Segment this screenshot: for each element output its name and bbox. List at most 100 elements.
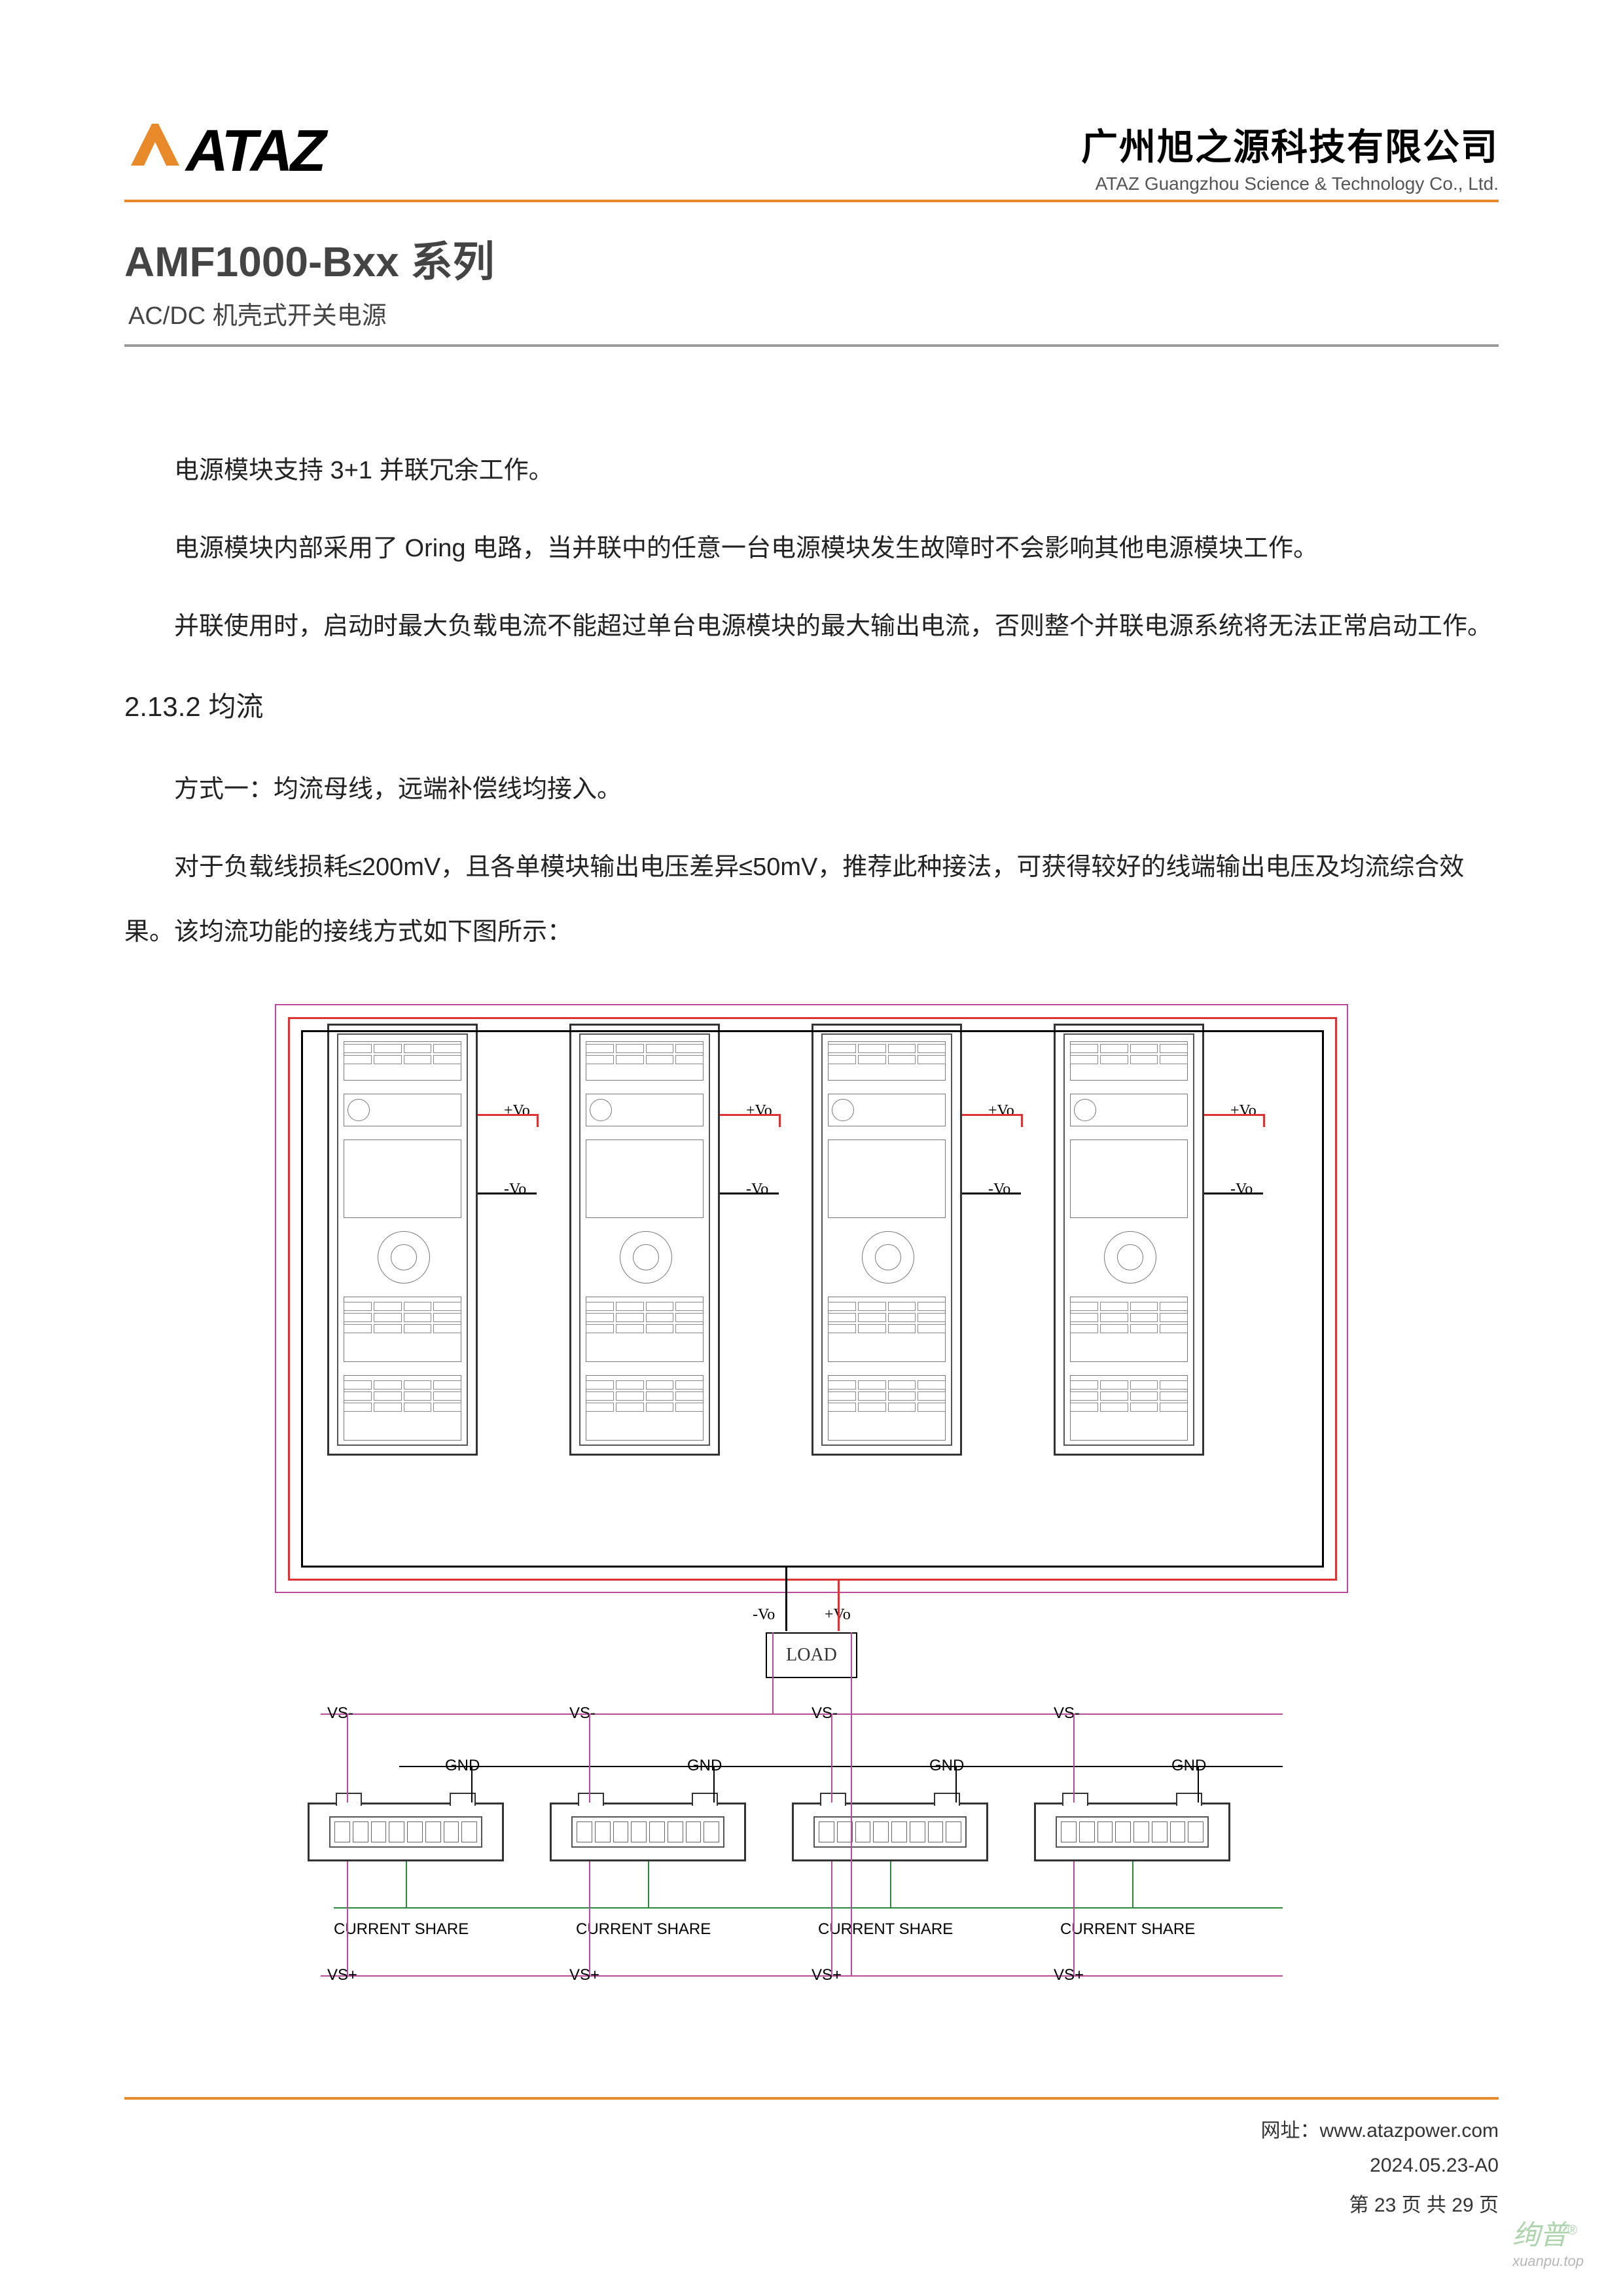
vo-minus-label: -Vo: [988, 1181, 1010, 1198]
connector-pins: [1056, 1816, 1209, 1848]
module-inner: [1063, 1033, 1194, 1446]
connector: [1034, 1803, 1230, 1861]
connector-pins: [571, 1816, 724, 1848]
current-share-label: CURRENT SHARE: [576, 1920, 711, 1939]
vs-minus-label: VS-: [327, 1704, 353, 1723]
vs-plus-label: VS+: [569, 1966, 599, 1984]
vo-plus-label: +Vo: [1230, 1102, 1257, 1120]
vs-minus-drop: [347, 1713, 348, 1803]
logo-icon: [124, 118, 183, 174]
vs-minus-bus: [321, 1713, 1283, 1715]
wire-pos-drop: [537, 1114, 539, 1127]
vs-plus-label: VS+: [327, 1966, 357, 1984]
connector: [550, 1803, 746, 1861]
vs-plus-drop: [589, 1861, 590, 1975]
bus-neg-top: [301, 1030, 1322, 1032]
cs-drop: [890, 1861, 891, 1907]
sense-neg-riser: [772, 1632, 774, 1713]
paragraph-1: 电源模块支持 3+1 并联冗余工作。: [124, 439, 1499, 503]
cs-drop: [1132, 1861, 1133, 1907]
gnd-drop: [471, 1766, 473, 1803]
paragraph-3: 并联使用时，启动时最大负载电流不能超过单台电源模块的最大输出电流，否则整个并联电…: [124, 594, 1499, 659]
logo-text: ATAZ: [186, 118, 324, 185]
wire-neg-stub: [1204, 1193, 1263, 1194]
vo-plus-label: +Vo: [504, 1102, 530, 1120]
footer: 网址：www.atazpower.com 2024.05.23-A0 第 23 …: [1261, 2102, 1499, 2217]
connector-pins: [813, 1816, 967, 1848]
footer-url: 网址：www.atazpower.com: [1261, 2114, 1499, 2143]
wire-pos-drop: [1263, 1114, 1265, 1127]
series-title: AMF1000-Bxx 系列: [124, 228, 1499, 289]
bus-pos-right: [1335, 1017, 1337, 1580]
gnd-label: GND: [1171, 1757, 1206, 1775]
wire-pos-drop: [1021, 1114, 1023, 1127]
cs-drop: [406, 1861, 407, 1907]
company-name-en: ATAZ Guangzhou Science & Technology Co.,…: [1081, 173, 1499, 194]
vs-minus-label: VS-: [569, 1704, 596, 1723]
vs-minus-label: VS-: [812, 1704, 838, 1723]
wire-neg-stub: [962, 1193, 1021, 1194]
wiring-diagram: LOAD -Vo +Vo +Vo-Vo+Vo-Vo+Vo-Vo+Vo-VoVS-…: [249, 1004, 1374, 2045]
method-1: 方式一：均流母线，远端补偿线均接入。: [124, 757, 1499, 822]
gnd-bus: [399, 1766, 1283, 1767]
wire-neg-stub: [478, 1193, 537, 1194]
vo-plus-label: +Vo: [988, 1102, 1014, 1120]
current-share-label: CURRENT SHARE: [818, 1920, 953, 1939]
series-subtitle: AC/DC 机壳式开关电源: [128, 295, 1499, 331]
current-share-label: CURRENT SHARE: [1060, 1920, 1195, 1939]
current-share-label: CURRENT SHARE: [334, 1920, 469, 1939]
watermark: 绚普® xuanpu.top: [1512, 2213, 1584, 2270]
vs-plus-label: VS+: [812, 1966, 842, 1984]
wire-pos-stub: [1204, 1114, 1263, 1116]
vs-plus-drop: [347, 1861, 348, 1975]
footer-date: 2024.05.23-A0: [1261, 2155, 1499, 2177]
module-inner: [579, 1033, 710, 1446]
module-inner: [821, 1033, 952, 1446]
bus-pos-top: [288, 1017, 1335, 1019]
gnd-drop: [955, 1766, 957, 1803]
gnd-label: GND: [445, 1757, 480, 1775]
power-module: [812, 1024, 962, 1456]
bus-neg-right: [1322, 1030, 1324, 1567]
method-desc: 对于负载线损耗≤200mV，且各单模块输出电压差异≤50mV，推荐此种接法，可获…: [124, 835, 1499, 965]
vs-plus-drop: [831, 1861, 832, 1975]
vs-plus-bus: [321, 1975, 1283, 1977]
gnd-label: GND: [687, 1757, 722, 1775]
cs-drop: [648, 1861, 649, 1907]
vs-plus-drop: [1073, 1861, 1075, 1975]
paragraph-2: 电源模块内部采用了 Oring 电路，当并联中的任意一台电源模块发生故障时不会影…: [124, 516, 1499, 581]
bus-pos-bottom: [288, 1579, 1337, 1581]
gnd-label: GND: [929, 1757, 964, 1775]
load-vo-minus: -Vo: [753, 1606, 775, 1624]
vo-minus-label: -Vo: [746, 1181, 768, 1198]
bus-neg-left: [301, 1030, 303, 1567]
vs-minus-drop: [589, 1713, 590, 1803]
logo: ATAZ: [124, 118, 324, 185]
gnd-drop: [1198, 1766, 1199, 1803]
wire-neg-stub: [720, 1193, 779, 1194]
vs-minus-label: VS-: [1054, 1704, 1080, 1723]
module-inner: [337, 1033, 468, 1446]
load-pos-drop: [838, 1579, 840, 1631]
gnd-drop: [713, 1766, 715, 1803]
current-share-bus: [334, 1907, 1283, 1909]
section-heading: 2.13.2 均流: [124, 685, 1499, 725]
vs-minus-drop: [831, 1713, 832, 1803]
wire-pos-stub: [720, 1114, 779, 1116]
vo-minus-label: -Vo: [1230, 1181, 1253, 1198]
load-neg-drop: [785, 1566, 787, 1631]
company-block: 广州旭之源科技有限公司 ATAZ Guangzhou Science & Tec…: [1081, 118, 1499, 194]
footer-page: 第 23 页 共 29 页: [1261, 2189, 1499, 2217]
bus-pos-left: [288, 1017, 290, 1580]
connector: [792, 1803, 988, 1861]
vs-minus-drop: [1073, 1713, 1075, 1803]
sense-pos-riser: [851, 1632, 852, 1975]
vo-plus-label: +Vo: [746, 1102, 772, 1120]
power-module: [569, 1024, 720, 1456]
wire-pos-stub: [478, 1114, 537, 1116]
vo-minus-label: -Vo: [504, 1181, 526, 1198]
vs-plus-label: VS+: [1054, 1966, 1084, 1984]
connector: [308, 1803, 504, 1861]
load-box: LOAD: [766, 1632, 857, 1678]
power-module: [1054, 1024, 1204, 1456]
